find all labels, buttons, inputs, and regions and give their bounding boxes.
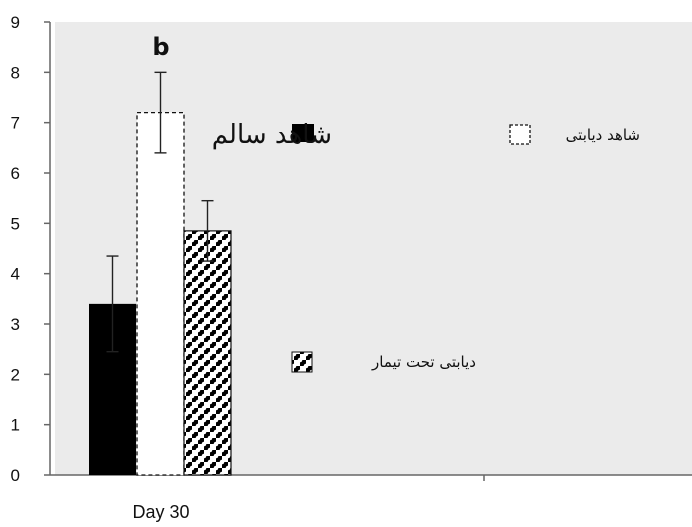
x-axis: Day 30 — [50, 474, 692, 522]
legend-swatch-healthy-control — [292, 124, 314, 142]
y-tick-label: 5 — [11, 214, 20, 233]
y-tick-label: 6 — [11, 164, 20, 183]
y-axis: 0 1 2 3 4 5 6 7 8 9 — [11, 13, 51, 485]
legend-item-healthy-control: شاهد سالم — [212, 120, 332, 150]
legend-label-diabetic-control: شاهد دیابتی — [566, 126, 640, 144]
legend-item-treated-diabetic: دیابتی تحت تیمار — [291, 351, 476, 373]
x-category-label: Day 30 — [132, 502, 189, 522]
y-tick-label: 3 — [11, 315, 20, 334]
y-tick-label: 2 — [11, 365, 20, 384]
bar-treated-diabetic — [183, 230, 232, 476]
bar-series — [89, 71, 232, 476]
legend-label-healthy-control: شاهد سالم — [212, 120, 332, 150]
legend-label-treated-diabetic: دیابتی تحت تیمار — [371, 353, 476, 371]
y-tick-label: 7 — [11, 114, 20, 133]
legend-item-diabetic-control: شاهد دیابتی — [509, 124, 640, 145]
y-tick-label: 4 — [11, 265, 20, 284]
legend-swatch-diabetic-control — [509, 124, 531, 145]
legend: شاهد سالم شاهد دیابتی دیابتی تحت تیمار — [212, 120, 640, 373]
bar-diabetic-control — [136, 111, 185, 476]
y-tick-label: 0 — [11, 466, 20, 485]
legend-swatch-treated-diabetic — [291, 351, 313, 373]
y-tick-label: 8 — [11, 63, 20, 82]
significance-label: b — [152, 33, 169, 61]
y-tick-label: 9 — [11, 13, 20, 32]
y-tick-label: 1 — [11, 416, 20, 435]
